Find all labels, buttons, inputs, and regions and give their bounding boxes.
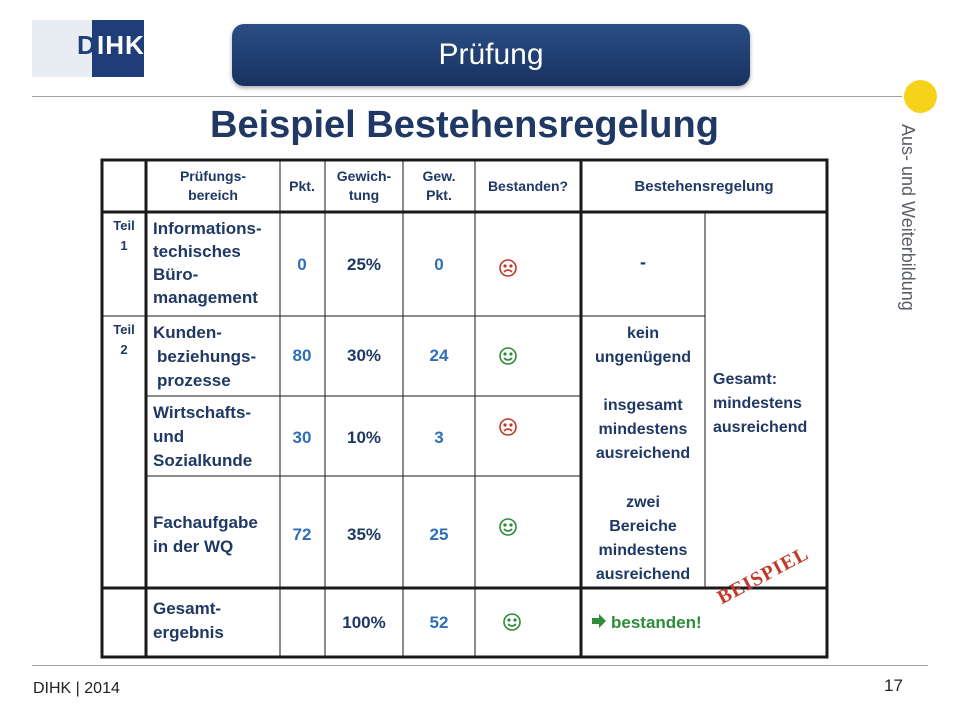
logo-text-d: D bbox=[77, 30, 97, 60]
row1-pkt: 0 bbox=[297, 255, 306, 274]
header-gewichtung-2: tung bbox=[349, 187, 379, 203]
rule-line-2: ungenügend bbox=[595, 349, 691, 366]
top-divider bbox=[32, 96, 902, 97]
header-bestanden: Bestanden? bbox=[488, 178, 568, 194]
row1-bereich-2: techisches bbox=[153, 242, 241, 261]
row3-gewpkt: 3 bbox=[434, 428, 443, 447]
row3-sad-icon bbox=[499, 418, 517, 436]
row1-gew: 25% bbox=[347, 255, 381, 274]
header-gewpkt-1: Gew. bbox=[423, 168, 456, 184]
teil2-label: Teil bbox=[113, 322, 134, 337]
total-gewpkt: 52 bbox=[430, 613, 449, 632]
slide-heading: Beispiel Bestehensregelung bbox=[210, 104, 719, 146]
row1-gewpkt: 0 bbox=[434, 255, 443, 274]
row2-bereich-2: beziehungs- bbox=[157, 347, 256, 366]
row2-gew: 30% bbox=[347, 346, 381, 365]
teil2-number: 2 bbox=[120, 342, 127, 357]
rule-teil1: - bbox=[640, 252, 646, 272]
header-bereich-2: bereich bbox=[188, 187, 238, 203]
teil1-label: Teil bbox=[113, 218, 134, 233]
header-gewichtung-1: Gewich- bbox=[337, 168, 392, 184]
row4-bereich-2: in der WQ bbox=[153, 537, 233, 556]
rule-gesamt-2: mindestens bbox=[713, 395, 802, 412]
title-text: Prüfung bbox=[438, 38, 544, 71]
row2-bereich-1: Kunden- bbox=[153, 323, 222, 342]
total-bereich-1: Gesamt- bbox=[153, 599, 221, 618]
rule-line-8: mindestens bbox=[599, 542, 688, 559]
teil1-number: 1 bbox=[120, 238, 127, 253]
row1-bereich-4: management bbox=[153, 288, 258, 307]
arrow-right-icon bbox=[592, 614, 606, 628]
dihk-logo: D IHK bbox=[32, 20, 144, 77]
yellow-dot-icon bbox=[904, 80, 937, 113]
row1-bereich-3: Büro- bbox=[153, 265, 198, 284]
row4-gew: 35% bbox=[347, 525, 381, 544]
rule-line-6: zwei bbox=[626, 494, 660, 511]
rule-gesamt-3: ausreichend bbox=[713, 419, 807, 436]
row3-bereich-3: Sozialkunde bbox=[153, 451, 252, 470]
footer-text: DIHK | 2014 bbox=[33, 680, 120, 697]
header-regel: Bestehensregelung bbox=[634, 178, 773, 195]
row4-pkt: 72 bbox=[293, 525, 312, 544]
title-banner: Prüfung bbox=[232, 24, 750, 86]
total-happy-icon bbox=[503, 613, 521, 631]
row3-pkt: 30 bbox=[293, 428, 312, 447]
rule-line-9: ausreichend bbox=[596, 566, 690, 583]
row1-bereich-1: Informations- bbox=[153, 219, 262, 238]
row4-happy-icon bbox=[499, 518, 517, 536]
header-pkt: Pkt. bbox=[289, 178, 315, 194]
row2-pkt: 80 bbox=[293, 346, 312, 365]
rule-gesamt-1: Gesamt: bbox=[713, 371, 777, 388]
bottom-divider bbox=[32, 665, 928, 666]
row1-sad-icon bbox=[499, 259, 517, 277]
row2-bereich-3: prozesse bbox=[157, 371, 231, 390]
header-bereich-1: Prüfungs- bbox=[180, 168, 246, 184]
page-number: 17 bbox=[884, 676, 903, 695]
row3-bereich-1: Wirtschafts- bbox=[153, 403, 251, 422]
rule-line-4: mindestens bbox=[599, 421, 688, 438]
row4-bereich-1: Fachaufgabe bbox=[153, 513, 258, 532]
rule-line-1: kein bbox=[627, 325, 659, 342]
beispiel-stamp: BEISPIEL bbox=[714, 542, 813, 608]
total-bereich-2: ergebnis bbox=[153, 623, 224, 642]
rule-line-5: ausreichend bbox=[596, 445, 690, 462]
row2-gewpkt: 24 bbox=[430, 346, 449, 365]
row3-gew: 10% bbox=[347, 428, 381, 447]
rule-line-3: insgesamt bbox=[603, 397, 683, 414]
row3-bereich-2: und bbox=[153, 427, 184, 446]
row4-gewpkt: 25 bbox=[430, 525, 449, 544]
row2-happy-icon bbox=[499, 347, 517, 365]
result-text: bestanden! bbox=[611, 613, 702, 632]
logo-text-ihk: IHK bbox=[97, 30, 145, 60]
rule-line-7: Bereiche bbox=[609, 518, 677, 535]
total-gew: 100% bbox=[342, 613, 385, 632]
header-gewpkt-2: Pkt. bbox=[426, 187, 452, 203]
